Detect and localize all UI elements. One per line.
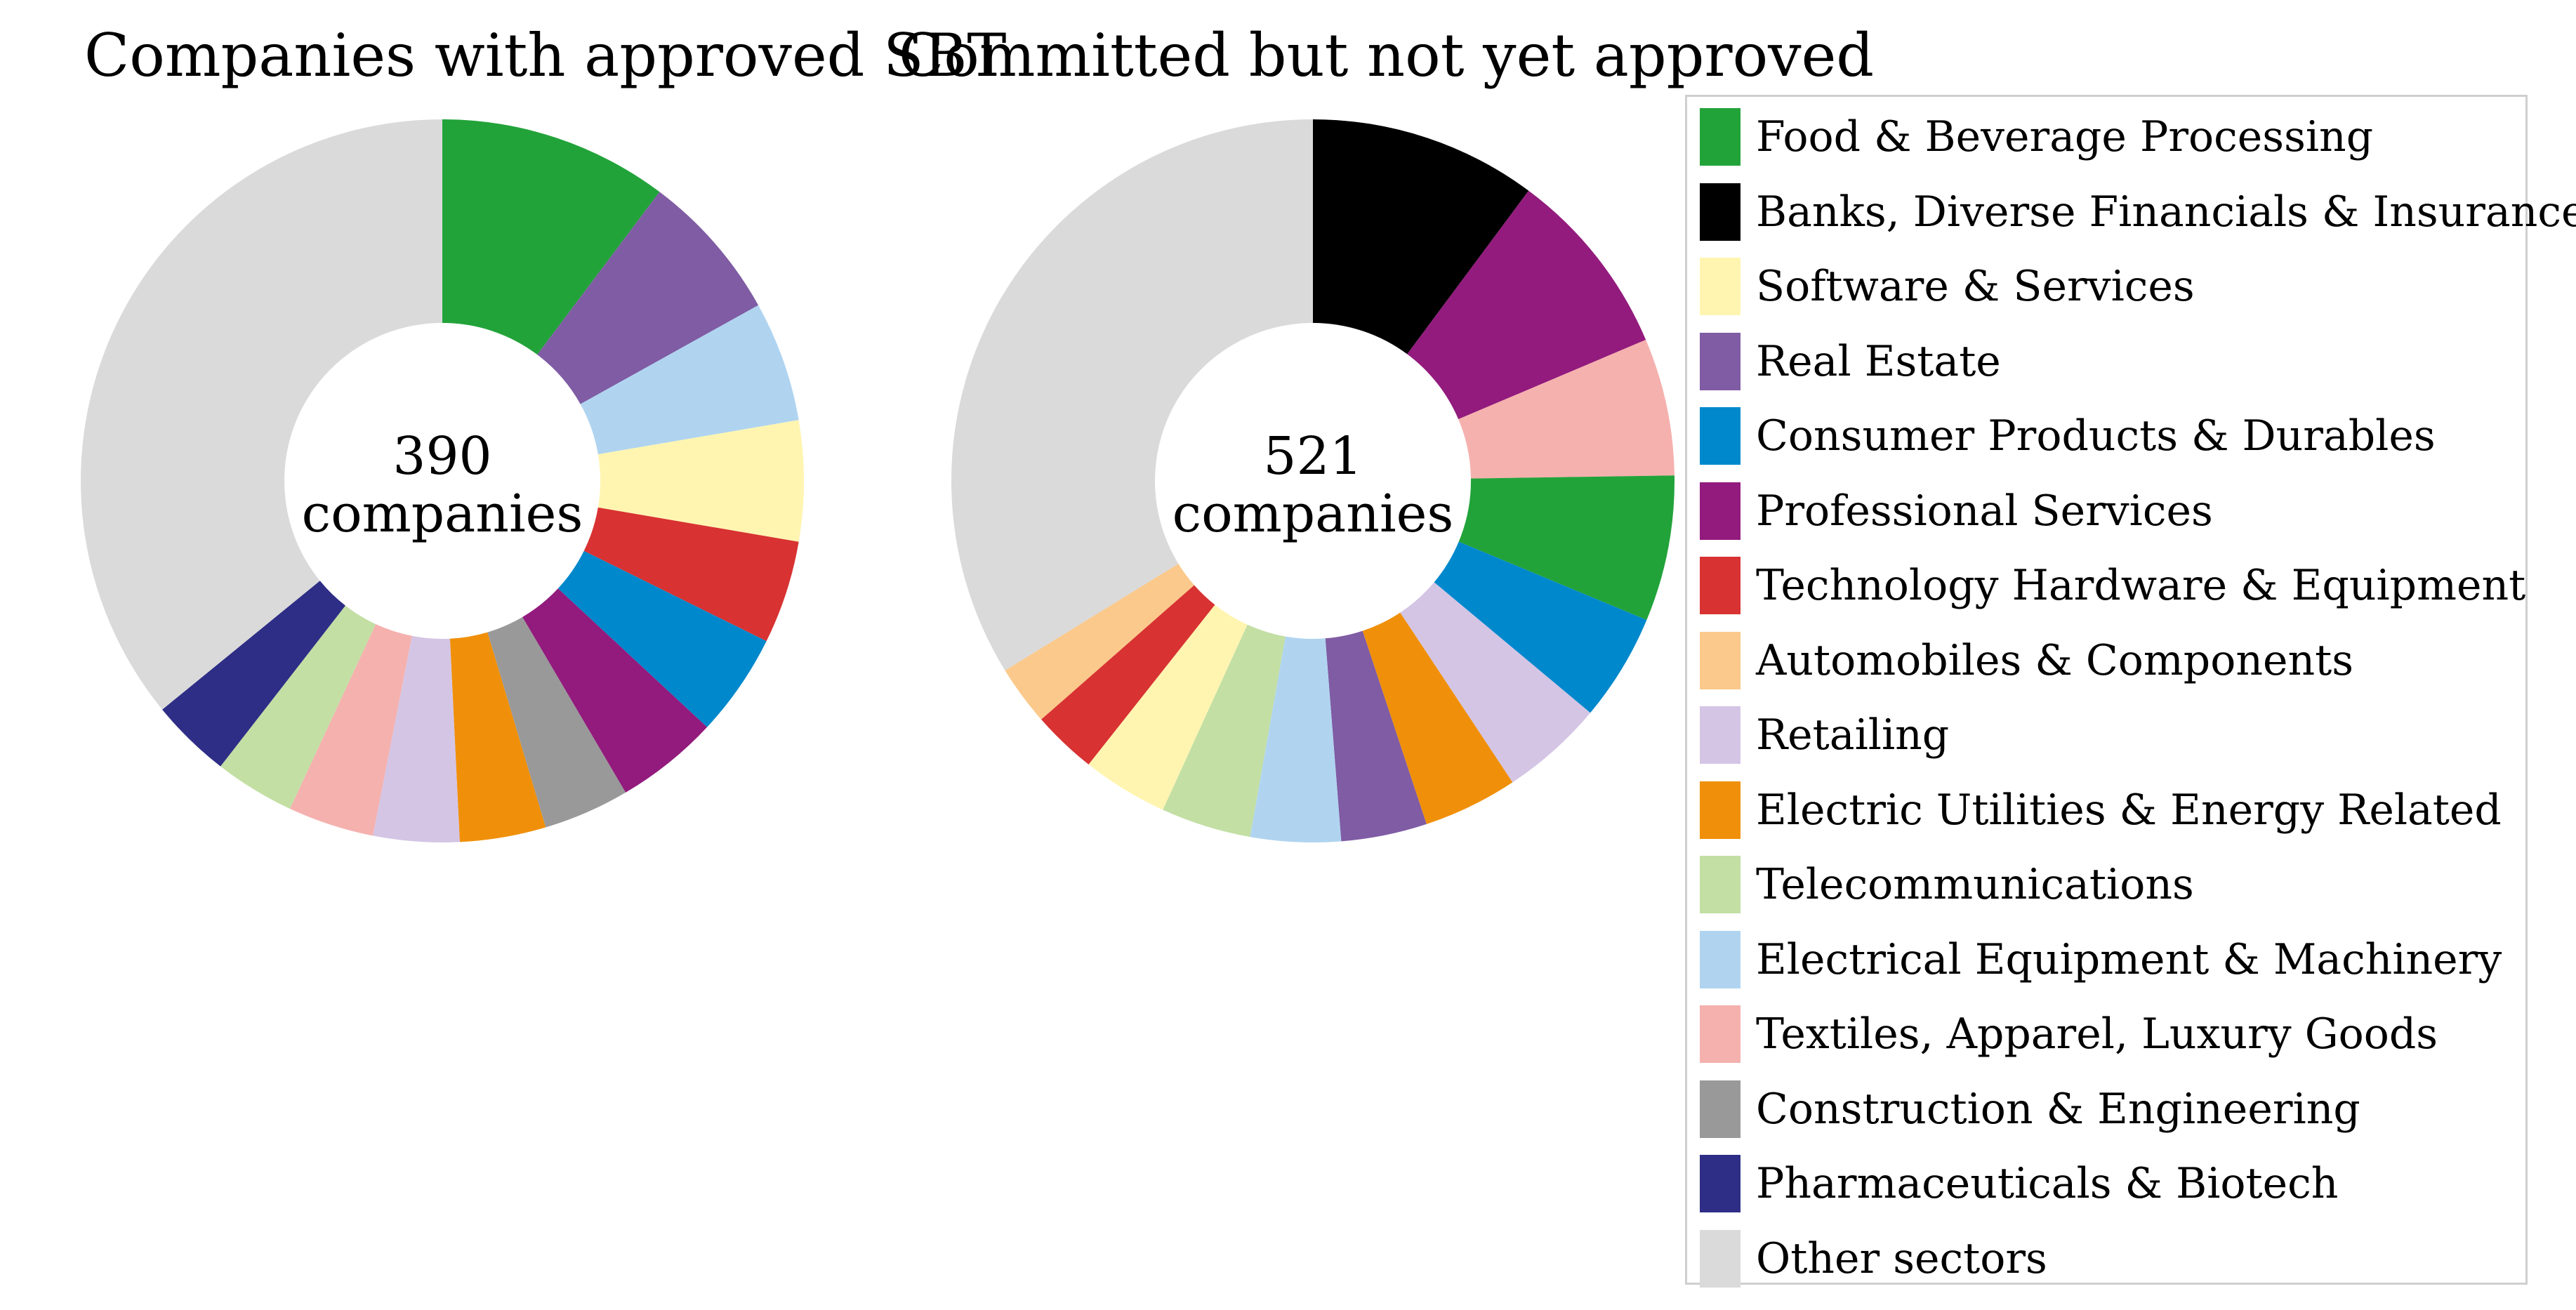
slice-technology-hardware-and-equipment xyxy=(583,507,799,642)
legend-swatch xyxy=(1700,108,1741,166)
slice-food-and-beverage-processing xyxy=(442,119,660,355)
legend-label: Electric Utilities & Energy Related xyxy=(1756,785,2502,835)
legend-label: Telecommunications xyxy=(1756,860,2194,909)
slice-retailing xyxy=(373,635,460,843)
legend: Food & Beverage Processing Banks, Diverse… xyxy=(1685,95,2576,1288)
legend-item-electrical-equipment-and-machinery: Electrical Equipment & Machinery xyxy=(1700,928,2502,991)
legend-swatch xyxy=(1700,856,1741,913)
donut-chart-committed: 521 companies xyxy=(951,119,1675,843)
legend-swatch xyxy=(1700,183,1741,241)
legend-item-construction-and-engineering: Construction & Engineering xyxy=(1700,1078,2360,1141)
legend-swatch xyxy=(1700,482,1741,540)
center-count: 390 xyxy=(392,426,491,487)
slice-real-estate xyxy=(537,192,759,404)
legend-label: Pharmaceuticals & Biotech xyxy=(1756,1159,2339,1208)
legend-swatch xyxy=(1700,930,1741,988)
legend-item-telecommunications: Telecommunications xyxy=(1700,853,2194,916)
slice-pharmaceuticals-and-biotech xyxy=(162,581,345,767)
legend-swatch xyxy=(1700,332,1741,390)
slice-food-and-beverage-processing xyxy=(1458,475,1675,621)
legend-label: Banks, Diverse Financials & Insurance xyxy=(1756,187,2576,237)
legend-item-real-estate: Real Estate xyxy=(1700,330,2001,393)
legend-item-retailing: Retailing xyxy=(1700,703,1949,767)
slice-telecommunications xyxy=(220,605,376,809)
slice-software-and-services xyxy=(597,420,805,542)
slice-automobiles-and-components xyxy=(1005,563,1194,720)
slice-other-sectors xyxy=(81,119,442,710)
legend-swatch xyxy=(1700,407,1741,465)
slice-construction-and-engineering xyxy=(487,616,626,828)
legend-swatch xyxy=(1700,781,1741,839)
legend-label: Food & Beverage Processing xyxy=(1756,112,2374,161)
legend-item-banks-diverse-financials-and-insurance: Banks, Diverse Financials & Insurance xyxy=(1700,180,2576,244)
slice-professional-services xyxy=(1407,190,1646,420)
slice-banks-diverse-financials-and-insurance xyxy=(1313,119,1529,355)
center-unit: companies xyxy=(1173,484,1454,544)
slice-other-sectors xyxy=(951,119,1313,670)
legend-label: Electrical Equipment & Machinery xyxy=(1756,934,2502,984)
legend-item-software-and-services: Software & Services xyxy=(1700,255,2195,318)
legend-swatch xyxy=(1700,631,1741,689)
legend-item-textiles-apparel-luxury-goods: Textiles, Apparel, Luxury Goods xyxy=(1700,1003,2438,1066)
slice-electric-utilities-and-energy-related xyxy=(449,632,546,842)
legend-label: Professional Services xyxy=(1756,486,2213,536)
slice-software-and-services xyxy=(1088,604,1248,810)
slice-telecommunications xyxy=(1163,624,1286,838)
legend-item-technology-hardware-and-equipment: Technology Hardware & Equipment xyxy=(1700,554,2525,617)
legend-label: Other sectors xyxy=(1756,1233,2047,1283)
slice-electrical-equipment-and-machinery xyxy=(580,305,799,455)
legend-item-electric-utilities-and-energy-related: Electric Utilities & Energy Related xyxy=(1700,779,2502,842)
legend-item-other-sectors: Other sectors xyxy=(1700,1227,2047,1290)
legend-swatch xyxy=(1700,258,1741,315)
legend-label: Automobiles & Components xyxy=(1756,635,2354,685)
slice-textiles-apparel-luxury-goods xyxy=(289,624,412,836)
legend-label: Retailing xyxy=(1756,710,1950,760)
legend-label: Real Estate xyxy=(1756,336,2001,386)
legend-label: Technology Hardware & Equipment xyxy=(1756,561,2526,610)
slice-electric-utilities-and-energy-related xyxy=(1362,612,1513,824)
legend-item-consumer-products-and-durables: Consumer Products & Durables xyxy=(1700,404,2436,468)
center-count: 521 xyxy=(1263,426,1362,487)
legend-item-automobiles-and-components: Automobiles & Components xyxy=(1700,629,2353,692)
slice-consumer-products-and-durables xyxy=(1434,541,1647,713)
slice-consumer-products-and-durables xyxy=(557,550,767,727)
chart-title-committed: Committed but not yet approved xyxy=(899,21,1875,90)
legend-swatch xyxy=(1700,1229,1741,1288)
legend-item-pharmaceuticals-and-biotech: Pharmaceuticals & Biotech xyxy=(1700,1152,2338,1215)
slice-professional-services xyxy=(522,588,708,793)
slice-textiles-apparel-luxury-goods xyxy=(1458,339,1675,479)
legend-item-food-and-beverage-processing: Food & Beverage Processing xyxy=(1700,105,2373,168)
legend-label: Textiles, Apparel, Luxury Goods xyxy=(1756,1010,2438,1059)
slice-retailing xyxy=(1400,582,1591,783)
legend-label: Software & Services xyxy=(1756,262,2195,311)
legend-label: Consumer Products & Durables xyxy=(1756,411,2436,461)
donut-chart-approved: 390 companies xyxy=(81,119,805,843)
legend-swatch xyxy=(1700,1005,1741,1063)
chart-title-approved: Companies with approved SBT xyxy=(84,21,1007,90)
slice-real-estate xyxy=(1325,630,1427,842)
legend-swatch xyxy=(1700,1080,1741,1138)
legend-item-professional-services: Professional Services xyxy=(1700,479,2213,543)
legend-label: Construction & Engineering xyxy=(1756,1084,2360,1134)
slice-technology-hardware-and-equipment xyxy=(1041,585,1215,765)
legend-swatch xyxy=(1700,706,1741,764)
legend-swatch xyxy=(1700,1155,1741,1212)
center-unit: companies xyxy=(302,484,583,544)
legend-swatch xyxy=(1700,557,1741,614)
slice-electrical-equipment-and-machinery xyxy=(1250,636,1342,843)
